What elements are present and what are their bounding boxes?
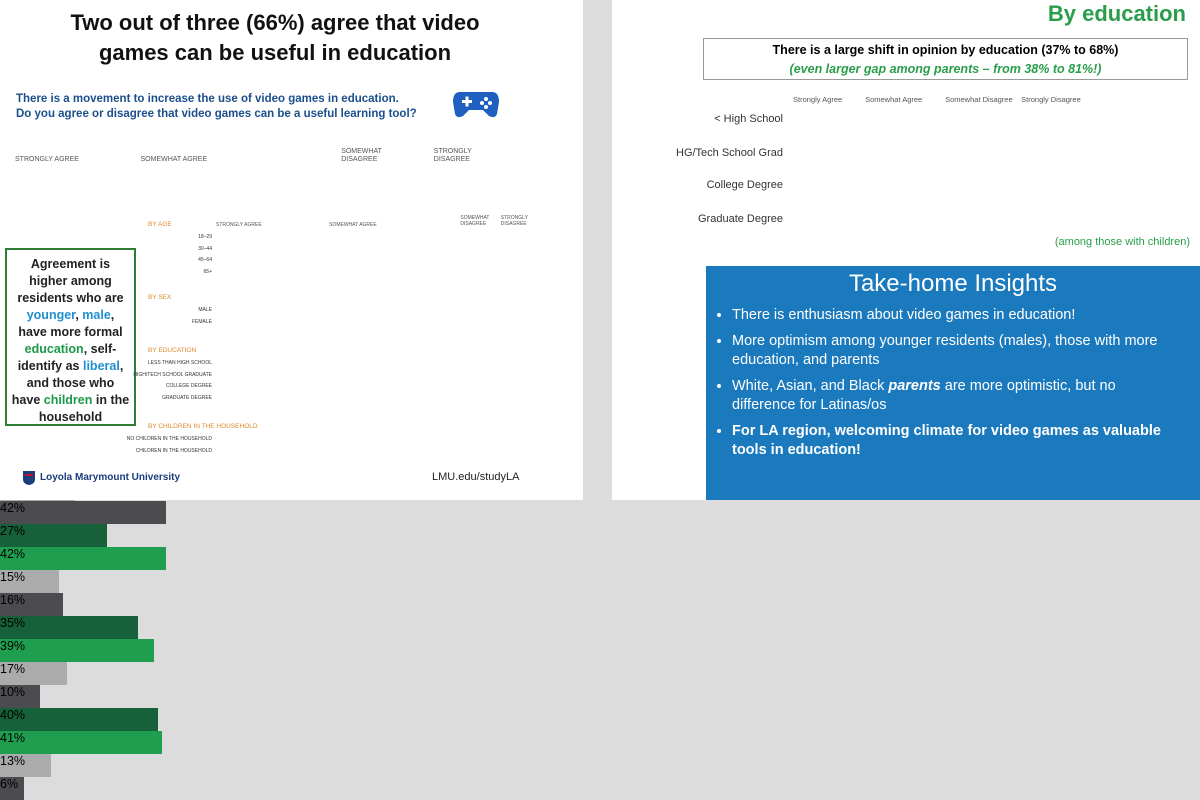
bullet: More optimism among younger residents (m… bbox=[732, 332, 1170, 370]
series-name: Somewhat Agree bbox=[865, 95, 923, 104]
series-name: SOMEWHAT DISAGREE bbox=[460, 215, 490, 227]
left-slide: Two out of three (66%) agree that video … bbox=[0, 0, 583, 500]
category-label: Graduate Degree bbox=[698, 213, 783, 225]
university-name: Loyola Marymount University bbox=[40, 472, 181, 483]
bullet: There is enthusiasm about video games in… bbox=[732, 306, 1170, 325]
bullet: For LA region, welcoming climate for vid… bbox=[732, 422, 1170, 460]
right-slide: By education There is a large shift in o… bbox=[612, 0, 1200, 500]
series-name: Strongly Agree bbox=[793, 95, 843, 104]
page: {"left_slide":{"title":"Two out of three… bbox=[0, 0, 1200, 500]
callout-text: in the household bbox=[38, 393, 130, 424]
series-name: SOMEWHAT AGREE bbox=[329, 222, 377, 228]
callout-text: Agreement is higher among residents who … bbox=[17, 257, 124, 305]
callout-text: male bbox=[82, 308, 111, 322]
series-name: STRONGLY DISAGREE bbox=[500, 215, 528, 227]
category-label: COLLEGE DEGREE bbox=[165, 383, 212, 389]
category-label: FEMALE bbox=[191, 318, 212, 325]
callout: Agreement is higher among residents who … bbox=[5, 248, 136, 426]
series-name: Strongly Disagree bbox=[1021, 95, 1081, 104]
summary-box: There is a large shift in opinion by edu… bbox=[703, 38, 1188, 80]
callout-text: children bbox=[43, 393, 93, 407]
category-label: HG/Tech School Grad bbox=[676, 147, 783, 159]
series-name: STRONGLY AGREE bbox=[15, 156, 79, 163]
bar-segment: 42% bbox=[0, 547, 166, 570]
category-label: HIGH/TECH SCHOOL GRADUATE bbox=[133, 371, 212, 378]
bar-segment: 27% bbox=[0, 524, 107, 547]
heading: By education bbox=[1047, 1, 1186, 26]
bullet-text: White, Asian, and Black bbox=[732, 378, 889, 394]
callout-text: liberal bbox=[82, 359, 120, 373]
bar-segment: 13% bbox=[0, 754, 52, 777]
question-line: Do you agree or disagree that video game… bbox=[16, 108, 417, 120]
category-label: GRADUATE DEGREE bbox=[162, 394, 212, 401]
callout-text: education bbox=[24, 342, 84, 356]
category-label: < High School bbox=[714, 113, 783, 125]
bar-segment: 40% bbox=[0, 708, 158, 731]
group-title: BY AGE bbox=[148, 221, 172, 228]
controller-icon bbox=[453, 92, 499, 118]
bullet-text: For LA region, welcoming climate for vid… bbox=[732, 423, 1161, 458]
category-label: College Degree bbox=[706, 179, 783, 191]
callout-text: younger bbox=[26, 308, 76, 322]
category-label: LESS THAN HIGH SCHOOL bbox=[147, 360, 212, 366]
insights-title: Take-home Insights bbox=[848, 270, 1058, 297]
bar-segment: 10% bbox=[0, 685, 40, 708]
category-label: 45–64 bbox=[198, 257, 212, 263]
series-name: Somewhat Disagree bbox=[945, 95, 1013, 104]
category-label: NO CHILDREN IN THE HOUSEHOLD bbox=[126, 436, 212, 442]
callout-text: , have more formal bbox=[18, 308, 123, 339]
callout-text: , bbox=[75, 308, 83, 322]
bar-segment: 35% bbox=[0, 616, 139, 639]
bar-segment: 39% bbox=[0, 639, 155, 662]
bar-segment: 42% bbox=[0, 501, 166, 524]
series-name: SOMEWHAT AGREE bbox=[140, 156, 208, 163]
group-title: BY EDUCATION bbox=[148, 347, 197, 354]
summary-line: (even larger gap among parents – from 38… bbox=[789, 62, 1102, 76]
question: There is a movement to increase the use … bbox=[16, 92, 446, 122]
university-logo bbox=[23, 471, 35, 485]
note: (among those with children) bbox=[1054, 236, 1190, 248]
series-name: STRONGLY DISAGREE bbox=[433, 148, 472, 164]
question-line: There is a movement to increase the use … bbox=[16, 93, 399, 105]
bar-segment: 17% bbox=[0, 662, 68, 685]
group-title: BY CHILDREN IN THE HOUSEHOLD bbox=[148, 423, 258, 430]
insights-list: There is enthusiasm about video games in… bbox=[706, 306, 1200, 460]
series-name: STRONGLY AGREE bbox=[216, 222, 262, 228]
series-name: SOMEWHAT DISAGREE bbox=[341, 148, 382, 164]
summary-line: There is a large shift in opinion by edu… bbox=[772, 43, 1119, 57]
insights-box: Take-home Insights There is enthusiasm a… bbox=[706, 266, 1200, 500]
url: LMU.edu/studyLA bbox=[432, 471, 520, 483]
callout-text: , self-identify as bbox=[17, 342, 117, 373]
bullet-text: There is enthusiasm about video games in… bbox=[732, 307, 1076, 323]
slide-title: Two out of three (66%) agree that video … bbox=[70, 10, 480, 65]
bullet-text: parents bbox=[888, 378, 941, 394]
bar-segment: 16% bbox=[0, 593, 64, 616]
bar-segment: 41% bbox=[0, 731, 162, 754]
group-title: BY SEX bbox=[148, 294, 172, 301]
bar-segment: 6% bbox=[0, 777, 24, 800]
category-label: 18–29 bbox=[198, 234, 212, 240]
category-label: 65+ bbox=[203, 268, 212, 275]
bullet: White, Asian, and Black parents are more… bbox=[732, 377, 1170, 415]
bar-segment: 15% bbox=[0, 570, 60, 593]
category-label: MALE bbox=[198, 307, 212, 313]
callout-text: , and those who have bbox=[11, 359, 124, 407]
bullet-text: are more optimistic, but no difference f… bbox=[732, 378, 1116, 413]
category-label: 30–44 bbox=[198, 245, 212, 252]
bullet-text: More optimism among younger residents (m… bbox=[732, 333, 1158, 368]
category-label: CHILDREN IN THE HOUSEHOLD bbox=[135, 447, 212, 454]
